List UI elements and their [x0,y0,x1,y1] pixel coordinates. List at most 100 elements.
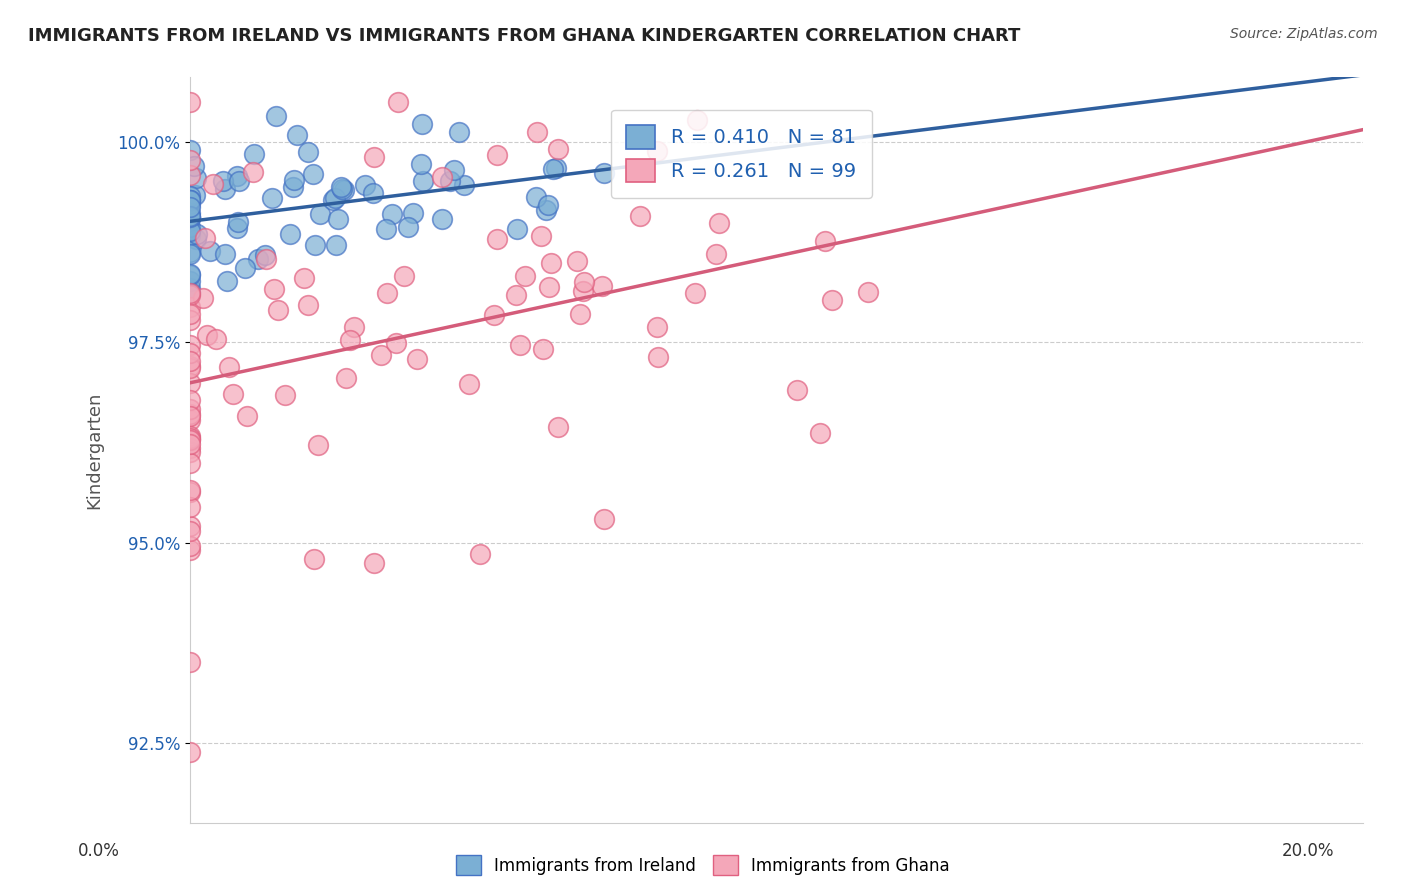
Point [222,386,245,401]
Point [179,437,201,451]
Point [786,383,808,397]
Point [409,157,432,171]
Point [513,268,536,283]
Point [179,223,201,237]
Point [443,163,465,178]
Point [568,307,591,321]
Point [628,209,651,223]
Point [509,338,531,352]
Point [333,183,356,197]
Point [411,117,433,131]
Point [330,182,353,196]
Point [179,211,201,226]
Point [485,147,508,161]
Point [225,221,247,235]
Point [179,518,201,533]
Point [686,113,709,128]
Point [218,360,240,375]
Point [215,274,238,288]
Point [335,371,357,385]
Point [704,247,727,261]
Point [647,350,669,364]
Text: IMMIGRANTS FROM IRELAND VS IMMIGRANTS FROM GHANA KINDERGARTEN CORRELATION CHART: IMMIGRANTS FROM IRELAND VS IMMIGRANTS FR… [28,27,1021,45]
Point [179,169,201,183]
Point [179,244,201,259]
Point [179,483,201,497]
Point [260,191,283,205]
Point [274,388,297,402]
Point [179,433,201,447]
Point [301,167,323,181]
Point [179,206,201,220]
Point [198,244,221,258]
Point [375,285,398,300]
Point [179,287,201,301]
Point [179,338,201,352]
Point [179,200,201,214]
Point [256,252,278,267]
Point [191,291,214,305]
Point [179,220,201,235]
Point [363,556,385,570]
Point [591,279,613,293]
Point [201,177,224,191]
Point [385,336,408,351]
Point [541,162,564,177]
Point [186,227,208,241]
Point [179,193,201,207]
Point [302,552,325,566]
Point [186,171,208,186]
Point [179,247,201,261]
Point [204,332,226,346]
Point [707,216,730,230]
Text: 0.0%: 0.0% [77,842,120,860]
Point [593,511,616,525]
Point [330,180,353,194]
Point [565,253,588,268]
Point [179,153,201,167]
Point [179,228,201,243]
Point [683,286,706,301]
Point [381,207,404,221]
Point [179,543,201,558]
Point [283,180,305,194]
Point [821,293,844,307]
Point [294,271,316,285]
Point [179,143,201,157]
Point [325,238,347,252]
Point [179,524,201,539]
Point [505,287,527,301]
Point [505,221,527,235]
Point [264,109,287,123]
Point [179,431,201,445]
Point [179,193,201,207]
Point [179,401,201,416]
Point [370,348,392,362]
Point [225,169,247,183]
Point [572,284,595,298]
Point [430,169,453,184]
Point [544,161,567,175]
Point [179,361,201,376]
Point [297,297,319,311]
Point [470,547,492,561]
Point [179,285,201,300]
Point [212,174,235,188]
Point [453,178,475,192]
Point [537,198,560,212]
Point [645,144,668,158]
Point [534,203,557,218]
Point [179,209,201,223]
Point [179,346,201,360]
Point [179,95,201,109]
Point [449,125,471,139]
Point [179,408,201,422]
Point [179,193,201,207]
Point [242,165,264,179]
Point [179,222,201,236]
Point [406,352,429,367]
Point [485,232,508,246]
Point [328,211,350,226]
Point [179,445,201,459]
Point [214,247,236,261]
